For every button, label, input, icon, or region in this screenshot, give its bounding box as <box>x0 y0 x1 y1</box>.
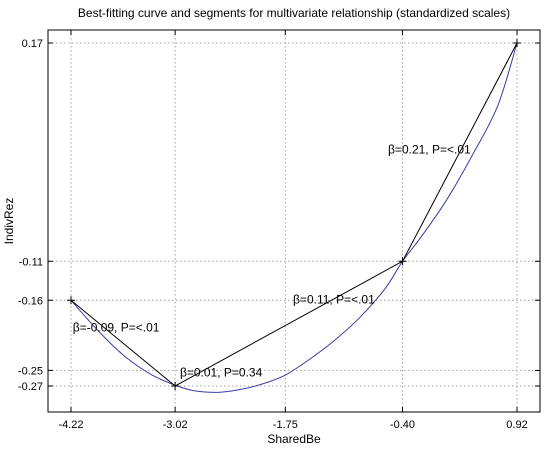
segment-layer <box>67 39 521 390</box>
segment-line <box>70 42 518 387</box>
y-tick-label: -0.27 <box>18 381 43 393</box>
plot-frame <box>47 29 541 413</box>
segment-annotation: β=-0.09, P=<.01 <box>73 320 160 334</box>
fitted-curve <box>70 42 518 393</box>
x-axis-label: SharedBe <box>267 432 321 446</box>
breakpoint-marker <box>67 296 75 305</box>
breakpoint-marker <box>398 257 407 266</box>
x-tick-label: -4.22 <box>58 419 83 431</box>
y-tick-label: -0.11 <box>19 256 43 268</box>
grid-lines <box>48 30 540 412</box>
breakpoint-marker <box>171 382 180 390</box>
x-tick-label: -3.02 <box>163 419 188 431</box>
curve-layer <box>70 42 518 393</box>
chart-title: Best-fitting curve and segments for mult… <box>78 6 510 20</box>
breakpoint-marker <box>513 39 521 47</box>
y-tick-label: 0.17 <box>22 38 43 50</box>
segment-annotation: β=0.21, P=<.01 <box>388 143 471 157</box>
x-tick-label: -1.75 <box>273 419 298 431</box>
annotations: β=-0.09, P=<.01 β=0.01, P=0.34 β=0.11, P=<… <box>73 143 471 380</box>
x-tick-label: -0.40 <box>390 419 415 431</box>
segment-annotation: β=0.01, P=0.34 <box>180 366 263 380</box>
x-tick-label: 0.92 <box>506 419 527 431</box>
y-tick-label: -0.25 <box>18 365 43 377</box>
axis-ticks: -4.22 -3.02 -1.75 -0.40 0.92 -0.27 -0.25 -0.16 -… <box>18 30 540 431</box>
y-axis-label: IndivRez <box>2 198 16 245</box>
y-tick-label: -0.16 <box>18 295 43 307</box>
segment-annotation: β=0.11, P=<.01 <box>293 292 375 306</box>
